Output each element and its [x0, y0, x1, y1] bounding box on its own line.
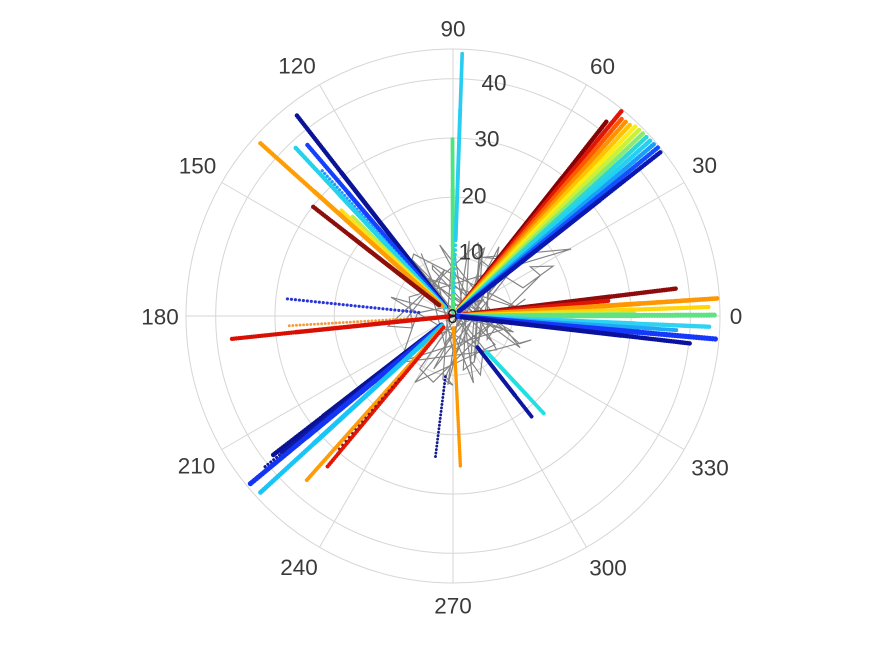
svg-text:240: 240	[280, 555, 318, 580]
svg-text:0: 0	[730, 304, 743, 329]
svg-text:60: 60	[590, 54, 615, 79]
svg-text:270: 270	[434, 594, 472, 619]
svg-text:180: 180	[141, 305, 179, 330]
svg-text:10: 10	[458, 240, 483, 265]
svg-text:20: 20	[461, 184, 486, 209]
svg-text:300: 300	[589, 556, 627, 581]
svg-text:150: 150	[179, 154, 217, 179]
svg-text:210: 210	[178, 454, 216, 479]
svg-text:330: 330	[691, 456, 729, 481]
svg-text:40: 40	[481, 71, 506, 96]
svg-text:30: 30	[474, 127, 499, 152]
svg-text:120: 120	[278, 54, 316, 79]
svg-text:30: 30	[692, 153, 717, 178]
svg-text:90: 90	[440, 17, 465, 42]
